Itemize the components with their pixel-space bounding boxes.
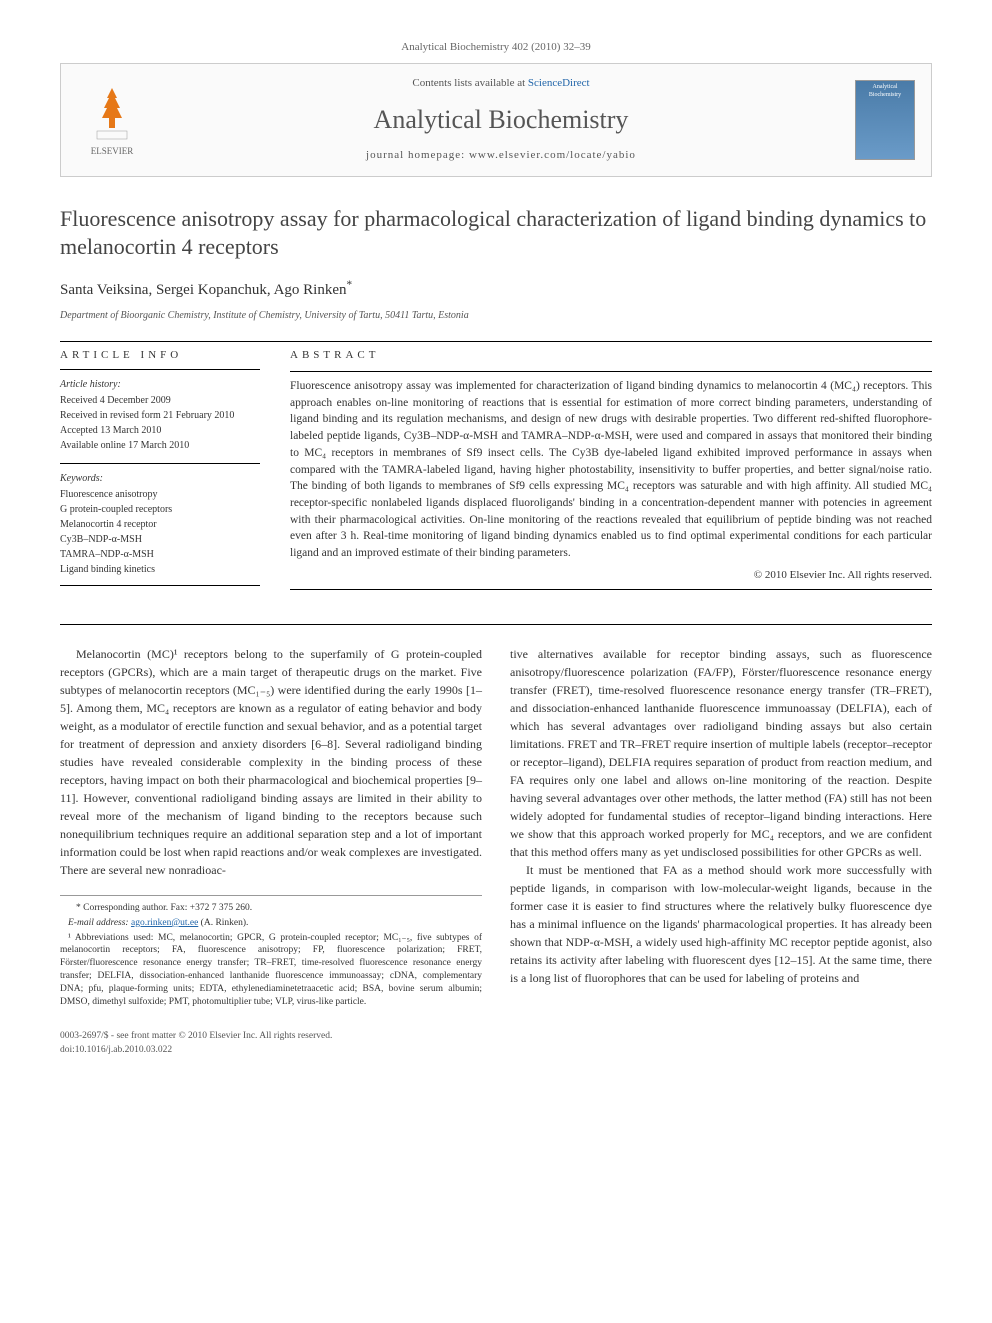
corresponding-author-note: * Corresponding author. Fax: +372 7 375 …: [60, 902, 482, 915]
email-line: E-mail address: ago.rinken@ut.ee (A. Rin…: [60, 917, 482, 930]
intro-paragraph-right-1: tive alternatives available for receptor…: [510, 645, 932, 861]
info-abstract-row: ARTICLE INFO Article history: Received 4…: [60, 348, 932, 596]
authors-text: Santa Veiksina, Sergei Kopanchuk, Ago Ri…: [60, 282, 347, 298]
author-list: Santa Veiksina, Sergei Kopanchuk, Ago Ri…: [60, 278, 932, 301]
body-right-column: tive alternatives available for receptor…: [510, 645, 932, 1011]
abstract-copyright: © 2010 Elsevier Inc. All rights reserved…: [290, 568, 932, 583]
article-info-column: ARTICLE INFO Article history: Received 4…: [60, 348, 260, 596]
article-info-heading: ARTICLE INFO: [60, 348, 260, 363]
intro-paragraph-right-2: It must be mentioned that FA as a method…: [510, 861, 932, 987]
contents-available-line: Contents lists available at ScienceDirec…: [147, 76, 855, 91]
history-received: Received 4 December 2009: [60, 394, 260, 408]
keywords-label: Keywords:: [60, 472, 260, 486]
history-accepted: Accepted 13 March 2010: [60, 424, 260, 438]
abstract-divider-2: [290, 589, 932, 590]
elsevier-tree-icon: [87, 83, 137, 143]
page-root: Analytical Biochemistry 402 (2010) 32–39…: [0, 0, 992, 1097]
keyword-2: G protein-coupled receptors: [60, 503, 260, 517]
keyword-4: Cy3B–NDP-α-MSH: [60, 533, 260, 547]
homepage-prefix: journal homepage:: [366, 149, 469, 161]
section-divider: [60, 341, 932, 342]
email-suffix: (A. Rinken).: [201, 918, 249, 928]
abstract-column: ABSTRACT Fluorescence anisotropy assay w…: [290, 348, 932, 596]
intro-paragraph-left: Melanocortin (MC)¹ receptors belong to t…: [60, 645, 482, 879]
contents-prefix: Contents lists available at: [412, 77, 527, 89]
journal-cover-thumbnail: Analytical Biochemistry: [855, 80, 915, 160]
footer-block: 0003-2697/$ - see front matter © 2010 El…: [60, 1030, 932, 1057]
publisher-logo: ELSEVIER: [77, 80, 147, 160]
body-divider: [60, 624, 932, 625]
footer-copyright: 0003-2697/$ - see front matter © 2010 El…: [60, 1030, 932, 1043]
info-divider-2: [60, 463, 260, 464]
history-online: Available online 17 March 2010: [60, 439, 260, 453]
header-center: Contents lists available at ScienceDirec…: [147, 76, 855, 163]
footer-doi: doi:10.1016/j.ab.2010.03.022: [60, 1044, 932, 1057]
journal-name: Analytical Biochemistry: [147, 102, 855, 138]
article-history-label: Article history:: [60, 378, 260, 392]
journal-header-box: ELSEVIER Contents lists available at Sci…: [60, 63, 932, 176]
keyword-3: Melanocortin 4 receptor: [60, 518, 260, 532]
sciencedirect-link[interactable]: ScienceDirect: [528, 77, 590, 89]
corresponding-marker: *: [347, 279, 353, 291]
abbreviations-note: ¹ Abbreviations used: MC, melanocortin; …: [60, 932, 482, 1009]
journal-reference: Analytical Biochemistry 402 (2010) 32–39: [60, 40, 932, 55]
keyword-6: Ligand binding kinetics: [60, 563, 260, 577]
publisher-name: ELSEVIER: [91, 145, 134, 158]
history-revised: Received in revised form 21 February 201…: [60, 409, 260, 423]
email-link[interactable]: ago.rinken@ut.ee: [131, 918, 198, 928]
affiliation: Department of Bioorganic Chemistry, Inst…: [60, 309, 932, 323]
homepage-url[interactable]: www.elsevier.com/locate/yabio: [469, 149, 636, 161]
body-two-column: Melanocortin (MC)¹ receptors belong to t…: [60, 645, 932, 1011]
journal-homepage-line: journal homepage: www.elsevier.com/locat…: [147, 148, 855, 163]
abstract-divider-1: [290, 371, 932, 372]
article-title: Fluorescence anisotropy assay for pharma…: [60, 205, 932, 262]
abstract-heading: ABSTRACT: [290, 348, 932, 363]
email-label: E-mail address:: [68, 918, 129, 928]
info-divider-1: [60, 369, 260, 370]
keyword-1: Fluorescence anisotropy: [60, 488, 260, 502]
info-divider-3: [60, 585, 260, 586]
keyword-5: TAMRA–NDP-α-MSH: [60, 548, 260, 562]
abstract-text: Fluorescence anisotropy assay was implem…: [290, 378, 932, 561]
footnotes-block: * Corresponding author. Fax: +372 7 375 …: [60, 895, 482, 1009]
body-left-column: Melanocortin (MC)¹ receptors belong to t…: [60, 645, 482, 1011]
